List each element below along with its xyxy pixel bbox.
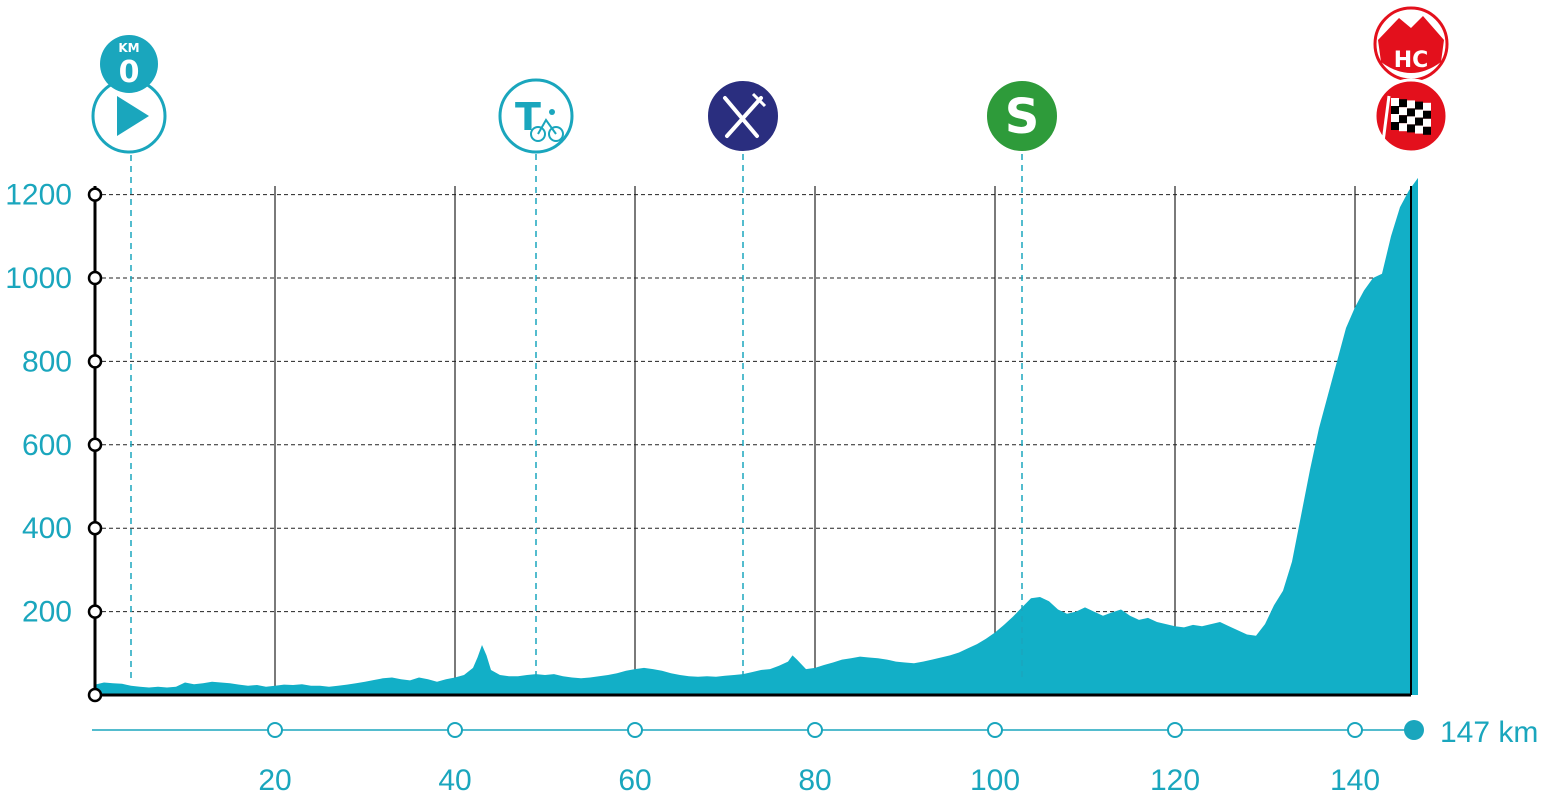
- grid-lines: [95, 186, 1411, 695]
- sprint-icon: S: [1005, 89, 1040, 145]
- x-tick-label-20: 20: [258, 764, 291, 797]
- km-zero-badge: [100, 35, 158, 93]
- y-tick-400: [87, 520, 103, 536]
- y-tick-label-200: 200: [22, 596, 72, 629]
- y-tick-label-800: 800: [22, 345, 72, 378]
- flag-square: [1399, 107, 1407, 116]
- flag-square: [1423, 126, 1431, 135]
- total-distance-label: 147 km: [1440, 716, 1538, 749]
- marker-intermediate-sprint: S: [985, 79, 1059, 680]
- x-tick-20: [267, 722, 283, 738]
- cyclist-wheel: [548, 126, 564, 142]
- cyclist-head: [549, 109, 555, 115]
- fork-knife-icon: [725, 96, 763, 138]
- flag-square: [1399, 115, 1407, 124]
- mountain-icon: [1378, 16, 1444, 73]
- y-tick-800: [87, 354, 103, 369]
- flag-square: [1391, 122, 1399, 130]
- flag-square: [1415, 109, 1423, 118]
- x-tick-label-40: 40: [438, 764, 471, 797]
- flag-square: [1407, 116, 1415, 125]
- y-axis-ticks: 200 400 600 800 1000 1200: [5, 179, 103, 629]
- elevation-profile-area: [95, 177, 1418, 695]
- flag-square: [1407, 100, 1415, 109]
- x-tick-label-120: 120: [1150, 764, 1200, 797]
- flag-square: [1399, 123, 1407, 132]
- y-tick-label-1000: 1000: [5, 262, 72, 295]
- flag-square: [1407, 108, 1415, 117]
- finish-distance-dot: [1404, 720, 1424, 740]
- checkered-flag-icon: [1381, 95, 1431, 143]
- flag-square: [1407, 124, 1415, 133]
- knife-icon: [723, 96, 759, 138]
- y-tick-600: [87, 437, 103, 453]
- flag-square: [1391, 106, 1399, 114]
- play-icon: [117, 96, 149, 136]
- fork-tines: [751, 92, 767, 108]
- flag-pole: [1381, 95, 1391, 143]
- flag-square: [1391, 114, 1399, 122]
- km-badge-value: 0: [119, 55, 140, 90]
- climb-category-label: HC: [1394, 48, 1429, 73]
- flag-square: [1415, 125, 1423, 134]
- y-tick-1000: [87, 270, 103, 286]
- x-tick-100: [987, 722, 1003, 738]
- y-tick-label-1200: 1200: [5, 179, 72, 212]
- y-tick-label-600: 600: [22, 429, 72, 462]
- x-tick-label-140: 140: [1330, 764, 1380, 797]
- marker-start: KM0: [91, 35, 167, 680]
- marker-feed-zone: [706, 79, 780, 680]
- marker-time-trial-checkpoint: T: [498, 78, 574, 680]
- x-tick-80: [807, 722, 823, 738]
- flag-square: [1423, 118, 1431, 127]
- km-badge-label: KM: [118, 41, 139, 55]
- t-cyclist-icon: [537, 118, 557, 135]
- x-tick-60: [627, 722, 643, 738]
- x-tick-label-60: 60: [618, 764, 651, 797]
- marker-finish-summit: HC: [1373, 6, 1449, 154]
- x-tick-140: [1347, 722, 1363, 738]
- flag-square: [1391, 98, 1399, 106]
- flag-square: [1423, 102, 1431, 111]
- flag-square: [1399, 99, 1407, 108]
- x-axis-ticks: 20 40 60 80 100 120 140: [92, 720, 1424, 797]
- x-tick-40: [447, 722, 463, 738]
- y-tick-200: [87, 604, 103, 619]
- x-tick-label-100: 100: [970, 764, 1020, 797]
- cyclist-wheel: [530, 126, 546, 142]
- x-tick-120: [1167, 722, 1183, 738]
- origin-tick: [87, 687, 103, 703]
- y-tick-label-400: 400: [22, 512, 72, 545]
- x-tick-label-80: 80: [798, 764, 831, 797]
- flag-square: [1415, 101, 1423, 110]
- sprint-circle: [985, 79, 1059, 153]
- y-tick-1200: [87, 187, 103, 202]
- flag-square: [1423, 110, 1431, 119]
- flag-square: [1415, 117, 1423, 126]
- checkpoint-letter: T: [515, 95, 541, 139]
- route-markers: KM0 T S HC: [91, 6, 1449, 680]
- checkpoint-circle: [498, 78, 574, 154]
